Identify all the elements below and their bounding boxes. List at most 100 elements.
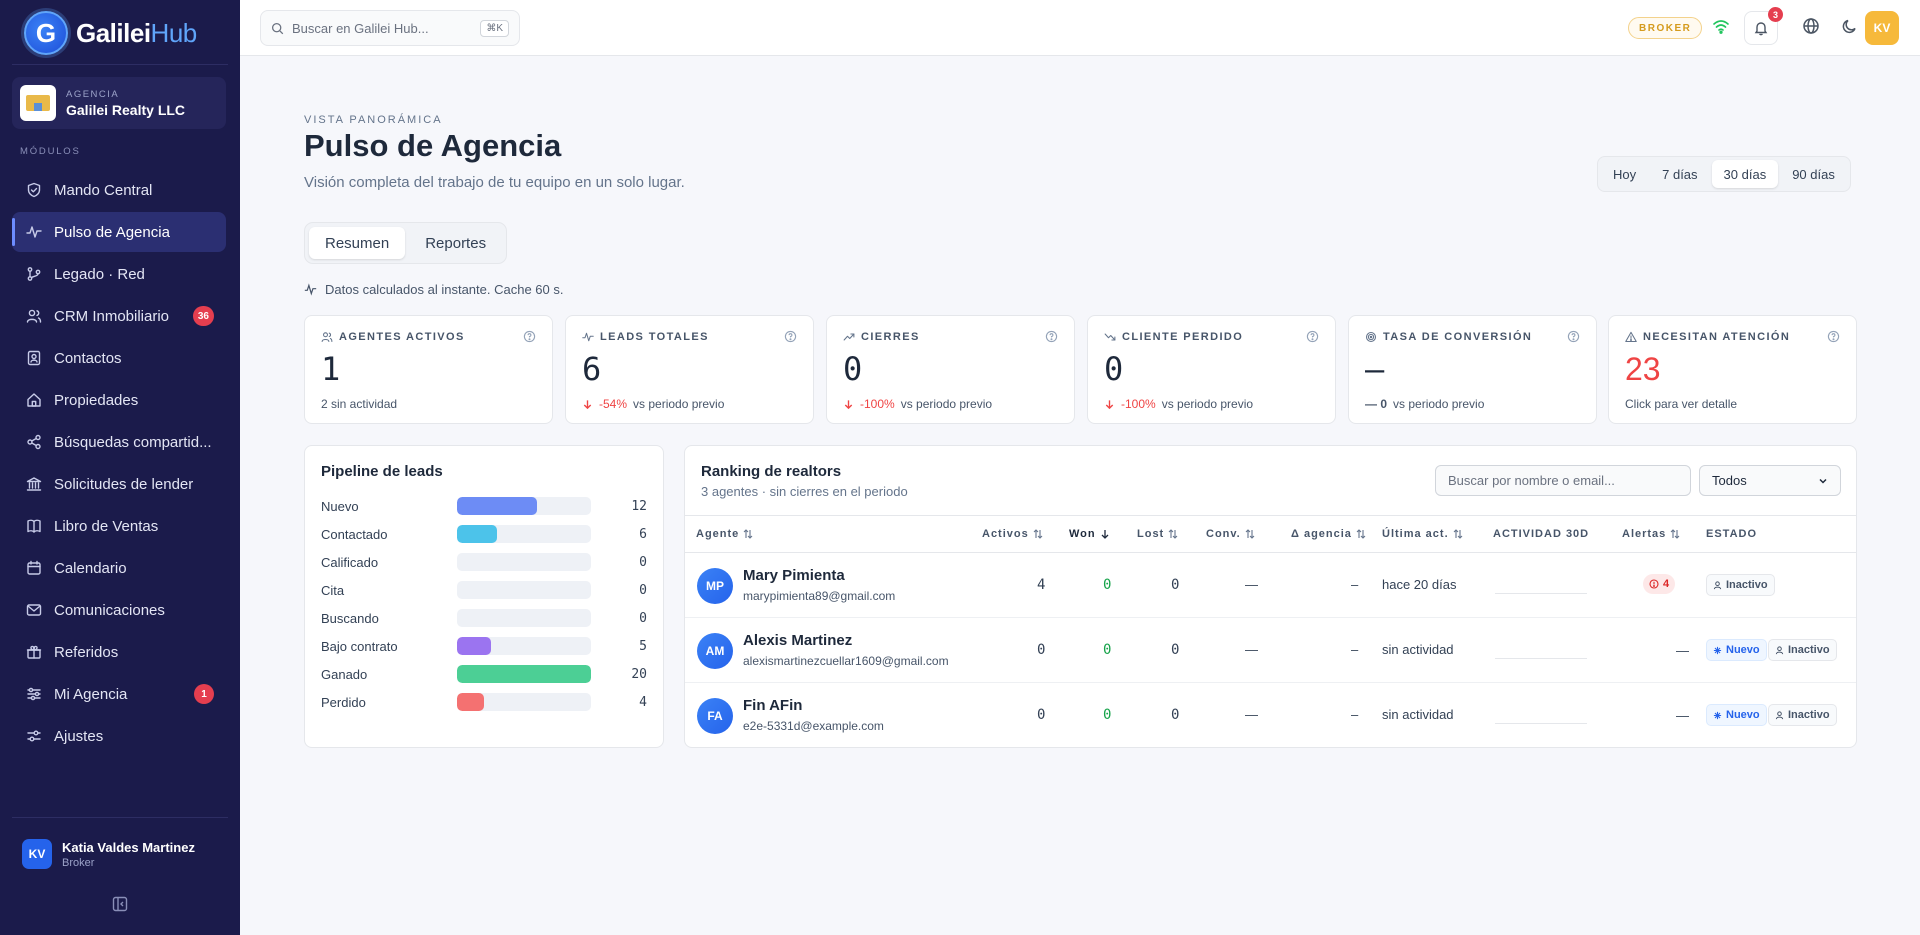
- agent-name[interactable]: Alexis Martinez: [743, 632, 853, 649]
- sidebar-item-calendario[interactable]: Calendario: [12, 548, 226, 588]
- kpi-foot: vs periodo previo: [900, 397, 993, 411]
- collapse-sidebar-icon[interactable]: [112, 896, 128, 912]
- user-profile[interactable]: KV Katia Valdes Martinez Broker: [22, 839, 195, 869]
- sort-desc-icon: [1101, 530, 1109, 539]
- pipeline-stage-count: 6: [639, 526, 647, 542]
- column-header-won[interactable]: Won: [1069, 528, 1110, 540]
- range-button[interactable]: 30 días: [1711, 160, 1779, 188]
- column-header-alerts[interactable]: Alertas: [1622, 528, 1680, 540]
- sidebar-item-referidos[interactable]: Referidos: [12, 632, 226, 672]
- pipeline-bar: [457, 525, 498, 543]
- pipeline-row: Perdido 4: [321, 693, 647, 711]
- help-icon[interactable]: [1827, 330, 1840, 343]
- arrow-down-icon: [583, 399, 592, 409]
- agent-name[interactable]: Fin AFin: [743, 697, 803, 714]
- agent-name[interactable]: Mary Pimienta: [743, 567, 845, 584]
- table-row[interactable]: MP Mary Pimienta marypimienta89@gmail.co…: [685, 553, 1856, 618]
- sidebar-item-contactos[interactable]: Contactos: [12, 338, 226, 378]
- avatar: AM: [697, 633, 733, 669]
- kpi-card[interactable]: NECESITAN ATENCIÓN 23 Click para ver det…: [1608, 315, 1857, 424]
- pipeline-row: Cita 0: [321, 581, 647, 599]
- sort-icon: [1453, 529, 1463, 539]
- avatar[interactable]: KV: [1865, 11, 1899, 45]
- sidebar-nav: Mando Central Pulso de Agencia Legado · Re…: [12, 170, 226, 758]
- range-button[interactable]: 7 días: [1662, 166, 1698, 182]
- pipeline-stage-label: Contactado: [321, 526, 388, 542]
- date-range-selector: Hoy 7 días 30 días 90 días: [1597, 156, 1851, 192]
- table-row[interactable]: FA Fin AFin e2e-5331d@example.com 0 0 0 …: [685, 683, 1856, 748]
- moon-icon[interactable]: [1840, 16, 1860, 36]
- ranking-table-header: Agente Activos Won Lost Conv. Δ agencia Última…: [685, 515, 1856, 553]
- tab-resumen[interactable]: Resumen: [309, 227, 406, 259]
- lost-count: 0: [1171, 642, 1180, 658]
- sidebar-item-comunicaciones[interactable]: Comunicaciones: [12, 590, 226, 630]
- column-header-delta[interactable]: Δ agencia: [1291, 528, 1366, 540]
- ranking-search-input[interactable]: Buscar por nombre o email...: [1435, 465, 1691, 496]
- sidebar-item-label: Calendario: [54, 559, 127, 577]
- sidebar-item-legado-red[interactable]: Legado · Red: [12, 254, 226, 294]
- sliders-icon: [27, 687, 41, 701]
- pipeline-bar-track: [457, 609, 591, 627]
- warning-icon: [1625, 331, 1637, 342]
- column-header-lost[interactable]: Lost: [1137, 528, 1178, 540]
- column-header-last[interactable]: Última act.: [1382, 528, 1463, 540]
- sidebar-item-libro-de-ventas[interactable]: Libro de Ventas: [12, 506, 226, 546]
- notifications-button[interactable]: 3: [1744, 7, 1783, 45]
- help-icon[interactable]: [1045, 330, 1058, 343]
- column-header-active[interactable]: Activos: [982, 528, 1043, 540]
- sidebar-item-ajustes[interactable]: Ajustes: [12, 716, 226, 756]
- alerts-badge[interactable]: 4: [1643, 574, 1676, 594]
- sparkle-icon: [1713, 646, 1722, 654]
- column-header-label: Lost: [1137, 528, 1165, 540]
- agency-name: Galilei Realty LLC: [66, 101, 186, 118]
- pipeline-bar-track: [457, 581, 591, 599]
- globe-icon[interactable]: [1801, 16, 1821, 36]
- sidebar-item-mi-agencia[interactable]: Mi Agencia 1: [12, 674, 226, 714]
- status-label: Inactivo: [1788, 709, 1830, 721]
- gift-icon: [26, 645, 42, 659]
- agency-switcher[interactable]: AGENCIA Galilei Realty LLC: [12, 77, 226, 129]
- ranking-filter-select[interactable]: Todos: [1699, 465, 1841, 496]
- share-icon: [27, 434, 41, 450]
- pipeline-stage-count: 12: [631, 498, 647, 514]
- page-title: Pulso de Agencia: [304, 128, 562, 163]
- pulse-icon: [304, 283, 317, 296]
- table-row[interactable]: AM Alexis Martinez alexismartinezcuellar…: [685, 618, 1856, 683]
- target-icon: [1365, 331, 1377, 342]
- sidebar-item-búsquedas-compartid[interactable]: Búsquedas compartid...: [12, 422, 226, 462]
- sidebar-item-pulso-de-agencia[interactable]: Pulso de Agencia: [12, 212, 226, 252]
- count-badge: 1: [194, 684, 214, 704]
- kpi-label: TASA DE CONVERSIÓN: [1383, 330, 1533, 343]
- page-eyebrow: VISTA PANORÁMICA: [304, 114, 443, 126]
- topbar: Buscar en Galilei Hub... ⌘K BROKER 3 KV: [240, 0, 1920, 56]
- last-activity: hace 20 días: [1382, 577, 1457, 592]
- won-count: 0: [1103, 707, 1112, 723]
- help-icon[interactable]: [784, 330, 797, 343]
- range-button[interactable]: Hoy: [1613, 166, 1637, 182]
- sidebar-item-mando-central[interactable]: Mando Central: [12, 170, 226, 210]
- arrow-down-icon: [844, 399, 853, 409]
- help-icon[interactable]: [523, 330, 536, 343]
- pulse-icon: [582, 332, 594, 341]
- last-activity: sin actividad: [1382, 707, 1454, 722]
- column-header-conv[interactable]: Conv.: [1206, 528, 1255, 540]
- bell-icon: [1754, 22, 1768, 36]
- column-header-agent[interactable]: Agente: [696, 528, 753, 540]
- user-name: Katia Valdes Martinez: [62, 839, 195, 855]
- global-search-input[interactable]: Buscar en Galilei Hub... ⌘K: [260, 10, 520, 46]
- range-button[interactable]: 90 días: [1792, 166, 1835, 182]
- ranking-panel: Ranking de realtors 3 agentes · sin cier…: [684, 445, 1857, 748]
- conversion-value: —: [1245, 707, 1258, 722]
- pipeline-stage-label: Cita: [321, 582, 345, 598]
- logo-mark: G: [24, 11, 68, 55]
- sidebar-item-solicitudes-de-lender[interactable]: Solicitudes de lender: [12, 464, 226, 504]
- help-icon[interactable]: [1306, 330, 1319, 343]
- count-badge: 36: [192, 306, 214, 326]
- sidebar-item-propiedades[interactable]: Propiedades: [12, 380, 226, 420]
- tab-reportes[interactable]: Reportes: [425, 234, 487, 252]
- brand-logo[interactable]: G GalileiHub: [24, 10, 197, 56]
- column-header-label: Agente: [696, 528, 740, 540]
- sidebar-item-crm-inmobiliario[interactable]: CRM Inmobiliario 36: [12, 296, 226, 336]
- kpi-foot: Click para ver detalle: [1625, 397, 1738, 411]
- help-icon[interactable]: [1567, 330, 1580, 343]
